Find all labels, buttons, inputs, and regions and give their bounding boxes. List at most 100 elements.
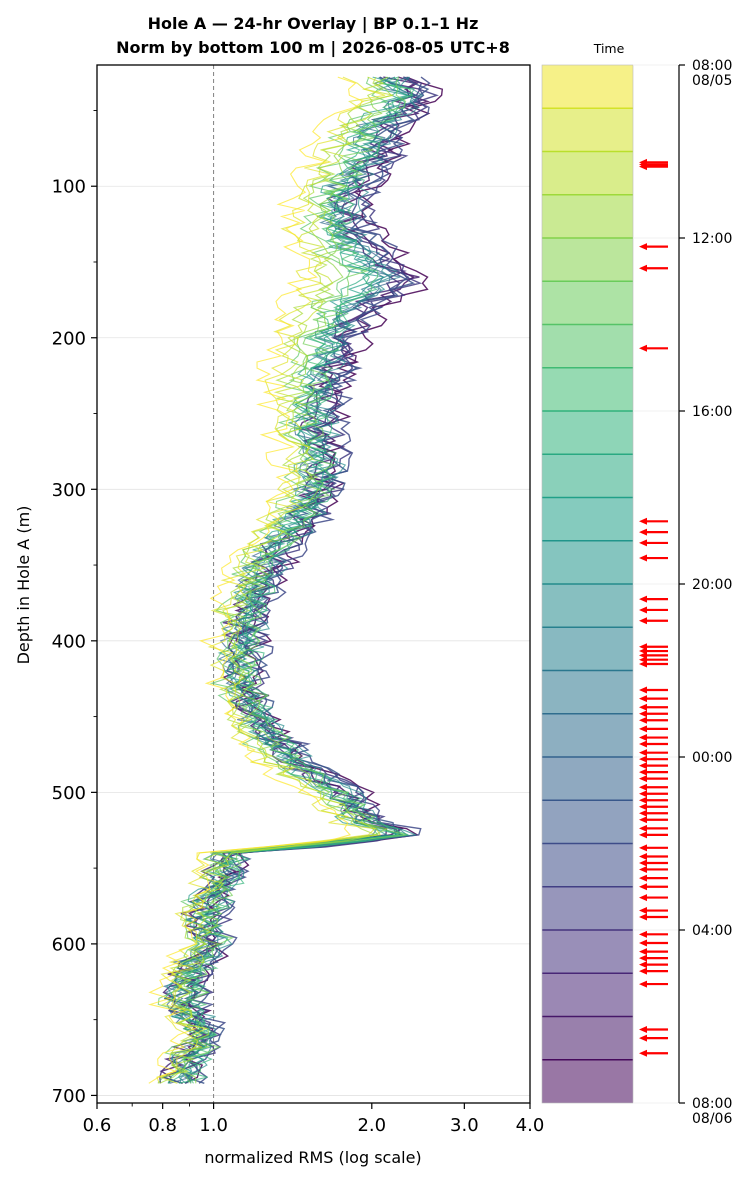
colorbar-band bbox=[542, 281, 633, 325]
event-arrow-head bbox=[639, 809, 647, 817]
colorbar-band bbox=[542, 843, 633, 887]
colorbar-band bbox=[542, 973, 633, 1017]
colorbar-band bbox=[542, 930, 633, 974]
event-arrow-head bbox=[639, 775, 647, 783]
event-arrow-head bbox=[639, 831, 647, 839]
chart-title-line2: Norm by bottom 100 m | 2026-08-05 UTC+8 bbox=[116, 38, 510, 58]
plot-frame bbox=[96, 64, 531, 1104]
event-arrow-head bbox=[639, 939, 647, 947]
series-line bbox=[158, 76, 394, 1084]
series-line bbox=[177, 76, 407, 1084]
x-axis: 0.6 0.8 1.0 2.0 3.0 4.0 bbox=[83, 1103, 545, 1136]
event-arrow-head bbox=[639, 686, 647, 694]
event-arrow-head bbox=[639, 859, 647, 867]
y-tick-label: 200 bbox=[52, 328, 86, 349]
series-line bbox=[159, 76, 384, 1084]
y-tick-label: 700 bbox=[52, 1086, 86, 1107]
time-tick-label: 12:00 bbox=[692, 231, 732, 247]
event-arrow-head bbox=[639, 703, 647, 711]
time-tick-label: 16:00 bbox=[692, 404, 732, 420]
event-arrow-head bbox=[639, 961, 647, 969]
event-arrows bbox=[639, 158, 668, 1057]
y-tick-label: 300 bbox=[52, 480, 86, 501]
colorbar-band bbox=[542, 713, 633, 757]
time-tick-date: 08/06 bbox=[692, 1111, 732, 1127]
event-arrow-head bbox=[639, 539, 647, 547]
event-arrow-head bbox=[639, 852, 647, 860]
event-arrow-head bbox=[639, 695, 647, 703]
time-tick-label: 08:00 bbox=[692, 1096, 732, 1112]
colorbar-band bbox=[542, 65, 633, 109]
event-arrow-head bbox=[639, 883, 647, 891]
colorbar-band bbox=[542, 800, 633, 844]
event-arrow-head bbox=[639, 1049, 647, 1057]
y-tick-label: 600 bbox=[52, 934, 86, 955]
event-arrow-head bbox=[639, 660, 647, 668]
colorbar-band bbox=[542, 151, 633, 195]
event-arrow-head bbox=[639, 844, 647, 852]
event-arrow-head bbox=[639, 783, 647, 791]
colorbar-band bbox=[542, 540, 633, 584]
series-line bbox=[170, 76, 393, 1084]
event-arrow-head bbox=[639, 1025, 647, 1033]
series-line bbox=[157, 76, 389, 1084]
time-tick-label: 00:00 bbox=[692, 750, 732, 766]
event-arrow-head bbox=[639, 803, 647, 811]
series-line bbox=[148, 76, 365, 1084]
colorbar-label: Time bbox=[593, 41, 625, 56]
event-arrow-head bbox=[639, 967, 647, 975]
colorbar-band bbox=[542, 324, 633, 368]
event-arrow-head bbox=[639, 710, 647, 718]
colorbar-band bbox=[542, 108, 633, 152]
event-arrow-head bbox=[639, 865, 647, 873]
y-tick-label: 100 bbox=[52, 177, 86, 198]
event-arrow-head bbox=[639, 907, 647, 915]
colorbar-band bbox=[542, 886, 633, 930]
series-lines bbox=[148, 76, 444, 1084]
x-tick-label: 0.6 bbox=[83, 1115, 112, 1136]
event-arrow-head bbox=[639, 606, 647, 614]
event-arrow-head bbox=[639, 716, 647, 724]
event-arrow-head bbox=[639, 894, 647, 902]
colorbar bbox=[541, 64, 678, 1104]
event-arrow-head bbox=[639, 617, 647, 625]
chart-title-line1: Hole A — 24-hr Overlay | BP 0.1–1 Hz bbox=[148, 14, 479, 34]
event-arrow-head bbox=[639, 930, 647, 938]
event-arrow-head bbox=[639, 954, 647, 962]
colorbar-band bbox=[542, 497, 633, 541]
event-arrow-head bbox=[639, 790, 647, 798]
event-arrow-head bbox=[639, 816, 647, 824]
event-arrow-head bbox=[639, 264, 647, 272]
event-arrow-head bbox=[639, 768, 647, 776]
event-arrow-head bbox=[639, 796, 647, 804]
colorbar-band bbox=[542, 238, 633, 282]
event-arrow-head bbox=[639, 740, 647, 748]
series-line bbox=[156, 76, 386, 1084]
time-tick-date: 08/05 bbox=[692, 73, 732, 89]
event-arrow-head bbox=[639, 734, 647, 742]
event-arrow-head bbox=[639, 824, 647, 832]
time-tick-label: 20:00 bbox=[692, 577, 732, 593]
colorbar-band bbox=[542, 367, 633, 411]
colorbar-band bbox=[542, 1059, 633, 1103]
event-arrow-head bbox=[639, 344, 647, 352]
event-arrow-head bbox=[639, 517, 647, 525]
event-arrow-head bbox=[639, 528, 647, 536]
x-tick-label: 4.0 bbox=[516, 1115, 545, 1136]
x-tick-label: 3.0 bbox=[450, 1115, 479, 1136]
colorbar-band bbox=[542, 757, 633, 801]
event-arrow-head bbox=[639, 243, 647, 251]
colorbar-band bbox=[542, 411, 633, 455]
event-arrow-head bbox=[639, 874, 647, 882]
gridlines bbox=[97, 185, 530, 1096]
series-line bbox=[178, 76, 439, 1084]
event-arrow-head bbox=[639, 595, 647, 603]
event-arrow-head bbox=[639, 725, 647, 733]
event-arrow-head bbox=[639, 749, 647, 757]
colorbar-band bbox=[542, 454, 633, 498]
x-tick-label: 0.8 bbox=[148, 1115, 177, 1136]
y-axis-label: Depth in Hole A (m) bbox=[14, 506, 33, 665]
event-arrow-head bbox=[639, 163, 647, 171]
x-tick-label: 2.0 bbox=[357, 1115, 386, 1136]
